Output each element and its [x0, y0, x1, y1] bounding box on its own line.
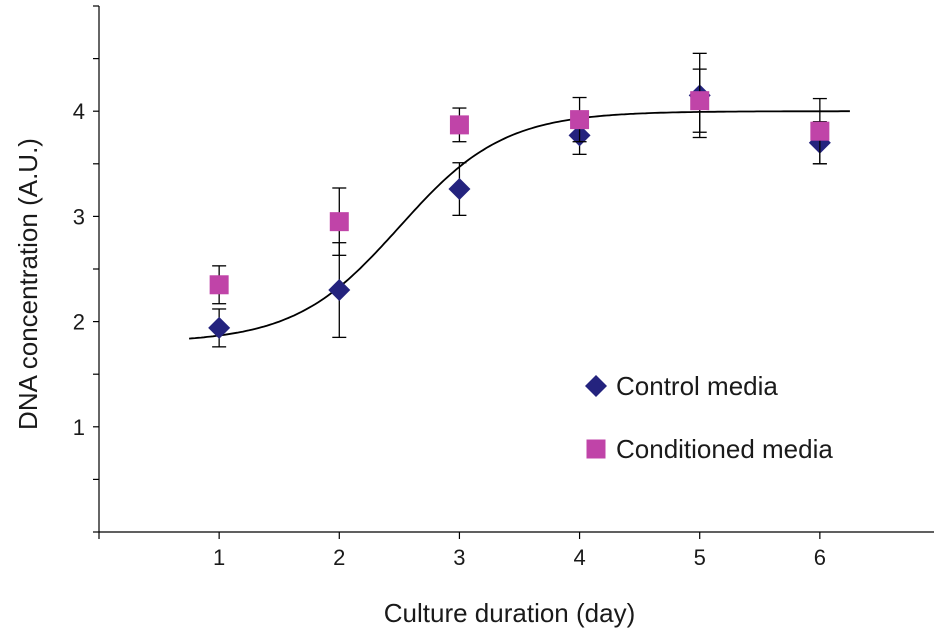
square-marker — [690, 91, 710, 111]
legend-label: Control media — [616, 371, 778, 401]
legend: Control media Conditioned media — [585, 371, 833, 464]
x-tick-label: 5 — [694, 545, 706, 570]
square-marker — [329, 212, 349, 232]
legend-label: Conditioned media — [616, 434, 833, 464]
diamond-marker — [328, 279, 351, 302]
y-tick-label: 2 — [73, 310, 85, 335]
y-tick-label: 1 — [73, 415, 85, 440]
x-tick-label: 2 — [333, 545, 345, 570]
legend-diamond-icon — [585, 375, 607, 397]
square-marker — [449, 115, 469, 135]
x-tick-label: 1 — [213, 545, 225, 570]
x-axis-title: Culture duration (day) — [384, 598, 635, 628]
axes: 1 2 3 4 5 6 1 2 3 4 — [73, 5, 934, 570]
x-tick-label: 6 — [814, 545, 826, 570]
diamond-marker — [448, 178, 471, 201]
legend-square-icon — [586, 439, 606, 459]
square-marker — [570, 110, 590, 130]
x-tick-label: 4 — [573, 545, 585, 570]
data-points — [208, 52, 831, 348]
x-tick-label: 3 — [453, 545, 465, 570]
square-marker — [810, 121, 830, 141]
y-tick-label: 3 — [73, 204, 85, 229]
fit-curve — [189, 110, 850, 340]
y-tick-label: 4 — [73, 99, 85, 124]
square-marker — [209, 275, 229, 295]
diamond-marker — [208, 316, 231, 339]
y-axis-title: DNA concentration (A.U.) — [13, 138, 43, 430]
series-conditioned — [209, 68, 830, 305]
fit-curve-group — [189, 110, 850, 340]
series-control — [208, 52, 831, 348]
